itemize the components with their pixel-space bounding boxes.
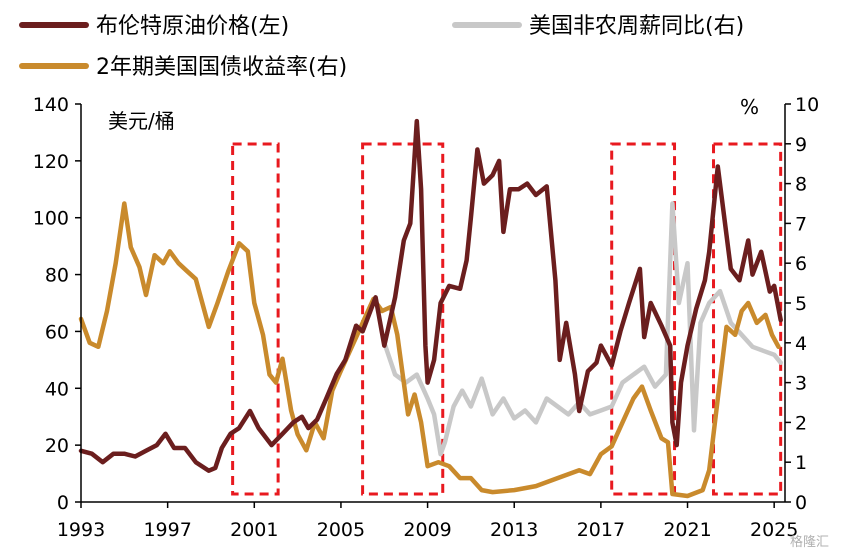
right-tick-label-2: 2: [795, 412, 807, 434]
right-tick-label-3: 3: [795, 373, 807, 395]
series-lines: [78, 118, 783, 499]
right-tick-label-5: 5: [795, 293, 807, 315]
left-tick-label-0: 0: [57, 492, 69, 514]
x-tick-label-6: 2017: [577, 519, 625, 541]
right-tick-label-4: 4: [795, 333, 807, 355]
right-tick-label-10: 10: [795, 94, 819, 116]
left-tick-label-4: 80: [45, 265, 69, 287]
right-tick-label-0: 0: [795, 492, 807, 514]
x-tick-label-0: 1993: [57, 519, 105, 541]
x-tick-label-7: 2021: [663, 519, 711, 541]
series-line-3: [78, 201, 781, 499]
x-tick-label-2: 2001: [230, 519, 278, 541]
legend-item-weekly-pay: 美国非农周薪同比(右): [452, 14, 744, 39]
highlight-box-1: [231, 142, 280, 496]
legend-label-brent: 布伦特原油价格(左): [96, 14, 289, 39]
left-axis-unit: 美元/桶: [108, 109, 175, 133]
left-tick-label-7: 140: [33, 94, 69, 116]
legend-item-treasury-2y: 2年期美国国债收益率(右): [19, 55, 347, 80]
x-tick-label-3: 2005: [317, 519, 365, 541]
right-axis-unit: %: [740, 95, 759, 119]
legend-item-brent: 布伦特原油价格(左): [19, 14, 289, 39]
left-tick-label-3: 60: [45, 321, 69, 343]
x-tick-label-5: 2013: [490, 519, 538, 541]
watermark: 格隆汇: [790, 534, 829, 550]
highlight-box-3: [610, 142, 677, 496]
highlight-box-2: [361, 142, 445, 496]
x-tick-label-1: 1997: [143, 519, 191, 541]
series-line-2: [382, 201, 783, 457]
legend: 布伦特原油价格(左) 美国非农周薪同比(右) 2年期美国国债收益率(右): [19, 14, 744, 80]
x-tick-label-8: 2025: [750, 519, 798, 541]
left-tick-label-2: 40: [45, 378, 69, 400]
x-tick-label-4: 2009: [403, 519, 451, 541]
left-tick-label-1: 20: [45, 435, 69, 457]
right-tick-label-9: 9: [795, 134, 807, 156]
legend-label-treasury-2y: 2年期美国国债收益率(右): [96, 55, 347, 80]
left-tick-label-6: 120: [33, 151, 69, 173]
right-tick-label-8: 8: [795, 174, 807, 196]
series-line-1: [78, 118, 783, 473]
left-tick-label-5: 100: [33, 208, 69, 230]
axes: 0 20 40 60 80 100 120 140 0 1 2 3 4 5 6 7 8 9 10 1993 1997 20…: [33, 94, 819, 541]
right-tick-label-1: 1: [795, 452, 807, 474]
right-tick-label-6: 6: [795, 253, 807, 275]
legend-label-weekly-pay: 美国非农周薪同比(右): [529, 14, 744, 39]
right-tick-label-7: 7: [795, 213, 807, 235]
